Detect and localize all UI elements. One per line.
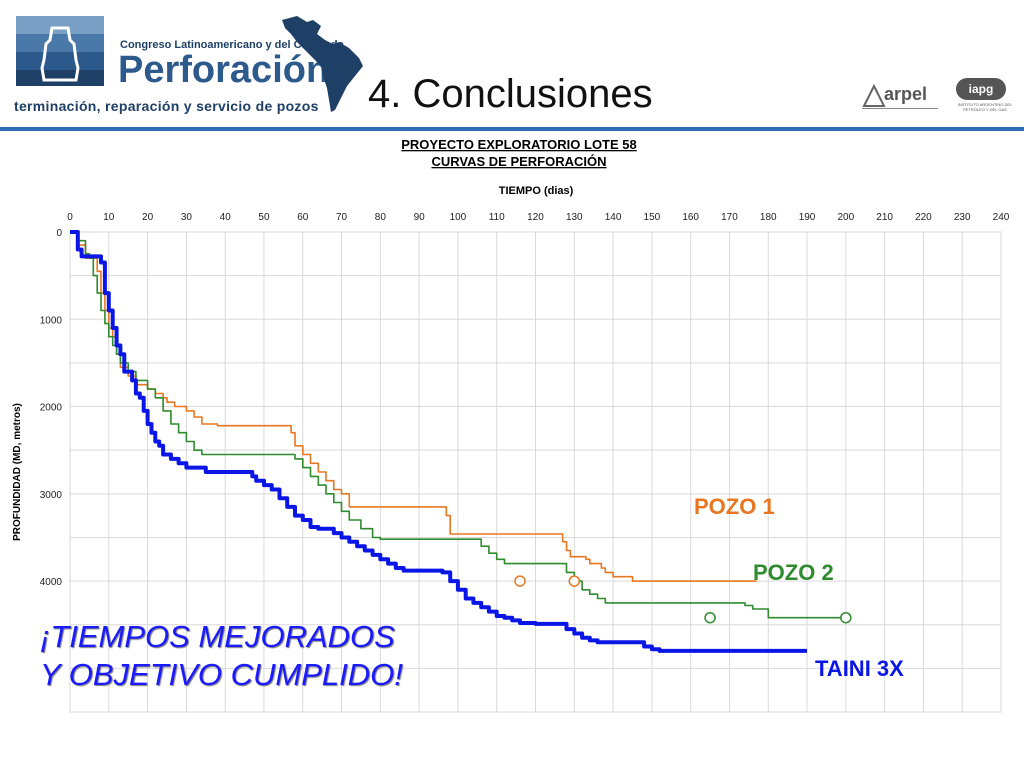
- x-tick-label: 0: [67, 212, 73, 223]
- pozo2-label: POZO 2: [753, 560, 834, 585]
- x-tick-label: 60: [297, 212, 309, 223]
- taini-label: TAINI 3X: [815, 656, 904, 681]
- annotation-line-2: Y OBJETIVO CUMPLIDO!: [40, 657, 403, 692]
- americas-map-icon: [282, 16, 363, 112]
- y-tick-label: 2000: [40, 403, 63, 414]
- x-tick-label: 100: [450, 212, 467, 223]
- pozo1-marker: [514, 575, 526, 587]
- x-tick-label: 150: [644, 212, 661, 223]
- x-tick-label: 90: [414, 212, 426, 223]
- y-axis-label: PROFUNDIDAD (MD, metros): [12, 403, 23, 541]
- x-tick-label: 230: [954, 212, 971, 223]
- iapg-logo: iapg INSTITUTO ARGENTINO DEL PETRÓLEO Y …: [950, 78, 1020, 118]
- x-tick-label: 120: [527, 212, 544, 223]
- arpel-house-icon: [862, 83, 886, 107]
- logo-bottom-text: terminación, reparación y servicio de po…: [14, 98, 319, 114]
- congress-logo: Congreso Latinoamericano y del Caribe de…: [12, 14, 363, 124]
- x-tick-label: 220: [915, 212, 932, 223]
- x-tick-label: 140: [605, 212, 622, 223]
- annotation-line-1: ¡TIEMPOS MEJORADOS: [40, 619, 395, 654]
- x-tick-label: 240: [993, 212, 1010, 223]
- x-tick-label: 20: [142, 212, 154, 223]
- x-tick-label: 180: [760, 212, 777, 223]
- x-tick-label: 40: [220, 212, 232, 223]
- header-divider: [0, 127, 1024, 131]
- iapg-subtext: INSTITUTO ARGENTINO DEL PETRÓLEO Y DEL G…: [957, 102, 1013, 112]
- arpel-logo: arpel: [862, 82, 942, 112]
- pozo2-marker: [704, 611, 716, 624]
- slide-header: Congreso Latinoamericano y del Caribe de…: [0, 0, 1024, 131]
- x-tick-label: 110: [489, 212, 505, 223]
- taini-line: [70, 230, 807, 653]
- logo-drilling-icon: [16, 16, 104, 86]
- conclusion-annotation: ¡TIEMPOS MEJORADOS Y OBJETIVO CUMPLIDO!: [40, 618, 403, 694]
- x-tick-label: 170: [721, 212, 738, 223]
- slide-title: 4. Conclusiones: [368, 72, 653, 116]
- pozo2-line: [70, 231, 846, 619]
- chart-subtitle: CURVAS DE PERFORACIÓN: [431, 154, 606, 169]
- x-tick-label: 10: [103, 212, 115, 223]
- x-tick-label: 130: [566, 212, 583, 223]
- chart-title: PROYECTO EXPLORATORIO LOTE 58: [401, 137, 637, 152]
- x-tick-label: 190: [799, 212, 816, 223]
- y-tick-label: 1000: [40, 315, 63, 326]
- logo-main-text: Perforación: [118, 49, 330, 91]
- pozo2-marker: [840, 611, 852, 624]
- x-tick-label: 210: [876, 212, 893, 223]
- x-axis-label: TIEMPO (dias): [499, 185, 574, 197]
- x-tick-label: 50: [258, 212, 270, 223]
- y-tick-label: 4000: [40, 577, 63, 588]
- chart-canvas: PROYECTO EXPLORATORIO LOTE 58 CURVAS DE …: [12, 137, 1010, 713]
- y-tick-label: 3000: [40, 490, 63, 501]
- drilling-chart: PROYECTO EXPLORATORIO LOTE 58 CURVAS DE …: [0, 132, 1024, 732]
- x-tick-label: 30: [181, 212, 193, 223]
- y-tick-label: 0: [56, 228, 62, 239]
- x-tick-label: 70: [336, 212, 348, 223]
- pozo1-label: POZO 1: [694, 494, 775, 519]
- x-tick-label: 80: [375, 212, 387, 223]
- iapg-badge: iapg: [956, 78, 1006, 100]
- pozo1-marker: [568, 575, 581, 587]
- arpel-text: arpel: [884, 84, 928, 104]
- logo-top-text: Congreso Latinoamericano y del Caribe de: [120, 39, 344, 51]
- x-tick-label: 200: [837, 212, 854, 223]
- x-tick-label: 160: [682, 212, 699, 223]
